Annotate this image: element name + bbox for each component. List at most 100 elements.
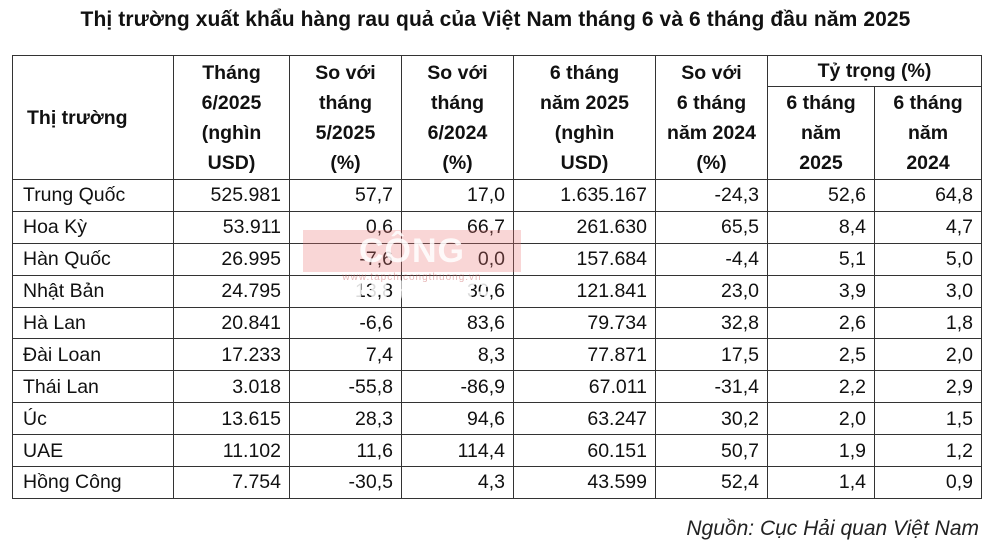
vs-may-2025-cell: -55,8 (289, 370, 402, 404)
june-2025-cell: 7.754 (173, 466, 290, 499)
share-2024-cell: 5,0 (873, 242, 983, 276)
market-cell: Hồng Công (12, 466, 174, 499)
share-2025-cell: 5,1 (767, 242, 875, 276)
market-cell: Trung Quốc (12, 179, 174, 212)
share-2024-cell: 2,0 (873, 338, 983, 372)
table-row: Hoa Kỳ 53.911 0,6 66,7 261.630 65,5 8,4 4,7 (12, 210, 983, 244)
market-cell: Hà Lan (12, 306, 174, 340)
june-2025-cell: 26.995 (173, 242, 290, 276)
june-2025-cell: 11.102 (173, 434, 290, 468)
share-2024-cell: 3,0 (873, 274, 983, 308)
vs-h1-2024-cell: 17,5 (655, 338, 768, 372)
share-2025-cell: 2,0 (767, 402, 875, 436)
table-row: Hàn Quốc 26.995 -7,6 0,0 157.684 -4,4 5,1 5,0 (12, 242, 983, 276)
share-2025-cell: 1,9 (767, 434, 875, 468)
vs-h1-2024-cell: 52,4 (655, 466, 768, 499)
market-cell: Hoa Kỳ (12, 210, 174, 244)
june-2025-cell: 17.233 (173, 338, 290, 372)
vs-h1-2024-cell: -31,4 (655, 370, 768, 404)
vs-h1-2024-cell: -4,4 (655, 242, 768, 276)
share-2025-cell: 2,6 (767, 306, 875, 340)
h1-2025-cell: 1.635.167 (513, 179, 656, 212)
june-2025-cell: 24.795 (173, 274, 290, 308)
share-2024-cell: 64,8 (873, 179, 983, 212)
table-row: Úc 13.615 28,3 94,6 63.247 30,2 2,0 1,5 (12, 402, 983, 436)
share-2024-header: 6 tháng năm 2024 (873, 86, 983, 180)
vs-june-2024-cell: -86,9 (401, 370, 514, 404)
market-header: Thị trường (12, 55, 174, 180)
share-2025-cell: 52,6 (767, 179, 875, 212)
vs-may-2025-cell: 0,6 (289, 210, 402, 244)
vs-may-2025-cell: -7,6 (289, 242, 402, 276)
share-2025-cell: 2,5 (767, 338, 875, 372)
share-2025-cell: 8,4 (767, 210, 875, 244)
share-2025-cell: 3,9 (767, 274, 875, 308)
vs-may-2025-cell: -6,6 (289, 306, 402, 340)
market-cell: Hàn Quốc (12, 242, 174, 276)
vs-may-2025-cell: -30,5 (289, 466, 402, 499)
vs-h1-2024-header: So với 6 tháng năm 2024 (%) (655, 55, 768, 180)
june-2025-cell: 525.981 (173, 179, 290, 212)
vs-h1-2024-cell: 65,5 (655, 210, 768, 244)
share-2024-cell: 1,2 (873, 434, 983, 468)
h1-2025-cell: 63.247 (513, 402, 656, 436)
table-row: Thái Lan 3.018 -55,8 -86,9 67.011 -31,4 2,2 2,9 (12, 370, 983, 404)
share-2024-cell: 1,8 (873, 306, 983, 340)
table-row: UAE 11.102 11,6 114,4 60.151 50,7 1,9 1,2 (12, 434, 983, 468)
table-row: Đài Loan 17.233 7,4 8,3 77.871 17,5 2,5 2,0 (12, 338, 983, 372)
vs-may-2025-cell: 28,3 (289, 402, 402, 436)
vs-may-2025-header: So với tháng 5/2025 (%) (289, 55, 402, 180)
h1-2025-cell: 77.871 (513, 338, 656, 372)
vs-h1-2024-cell: 30,2 (655, 402, 768, 436)
market-cell: Đài Loan (12, 338, 174, 372)
h1-2025-cell: 261.630 (513, 210, 656, 244)
market-cell: Úc (12, 402, 174, 436)
table-row: Nhật Bản 24.795 13,8 30,6 121.841 23,0 3,9 3,0 (12, 274, 983, 308)
share-2025-cell: 2,2 (767, 370, 875, 404)
vs-may-2025-cell: 7,4 (289, 338, 402, 372)
header-row-top: Thị trường Tháng 6/2025 (nghìn USD) So v… (12, 55, 983, 180)
vs-may-2025-cell: 57,7 (289, 179, 402, 212)
market-cell: UAE (12, 434, 174, 468)
vs-june-2024-cell: 8,3 (401, 338, 514, 372)
june-2025-cell: 3.018 (173, 370, 290, 404)
vs-may-2025-cell: 11,6 (289, 434, 402, 468)
h1-2025-cell: 67.011 (513, 370, 656, 404)
vs-june-2024-cell: 114,4 (401, 434, 514, 468)
vs-june-2024-cell: 4,3 (401, 466, 514, 499)
share-2024-cell: 2,9 (873, 370, 983, 404)
june-2025-header: Tháng 6/2025 (nghìn USD) (173, 55, 290, 180)
page-title: Thị trường xuất khẩu hàng rau quả của Vi… (80, 8, 911, 31)
share-2025-cell: 1,4 (767, 466, 875, 499)
h1-2025-cell: 43.599 (513, 466, 656, 499)
h1-2025-cell: 60.151 (513, 434, 656, 468)
vs-june-2024-cell: 94,6 (401, 402, 514, 436)
market-cell: Thái Lan (12, 370, 174, 404)
vs-h1-2024-cell: 32,8 (655, 306, 768, 340)
vs-may-2025-cell: 13,8 (289, 274, 402, 308)
vs-june-2024-header: So với tháng 6/2024 (%) (401, 55, 514, 180)
table-row: Hà Lan 20.841 -6,6 83,6 79.734 32,8 2,6 1,8 (12, 306, 983, 340)
vs-june-2024-cell: 83,6 (401, 306, 514, 340)
table-body: Trung Quốc 525.981 57,7 17,0 1.635.167 -24,3 5… (12, 179, 983, 499)
vs-june-2024-cell: 30,6 (401, 274, 514, 308)
vs-june-2024-cell: 17,0 (401, 179, 514, 212)
vs-june-2024-cell: 0,0 (401, 242, 514, 276)
june-2025-cell: 53.911 (173, 210, 290, 244)
header-row-bottom: 6 tháng năm 2025 6 tháng năm 2024 (13, 86, 983, 180)
june-2025-cell: 13.615 (173, 402, 290, 436)
h1-2025-cell: 121.841 (513, 274, 656, 308)
vs-june-2024-cell: 66,7 (401, 210, 514, 244)
h1-2025-cell: 157.684 (513, 242, 656, 276)
market-cell: Nhật Bản (12, 274, 174, 308)
vs-h1-2024-cell: 23,0 (655, 274, 768, 308)
vs-h1-2024-cell: -24,3 (655, 179, 768, 212)
share-2024-cell: 0,9 (873, 466, 983, 499)
h1-2025-cell: 79.734 (513, 306, 656, 340)
share-header: Tỷ trọng (%) (766, 55, 983, 87)
h1-2025-header: 6 tháng năm 2025 (nghìn USD) (513, 55, 656, 180)
table-row: Hồng Công 7.754 -30,5 4,3 43.599 52,4 1,4 0,9 (12, 466, 983, 499)
table-row: Trung Quốc 525.981 57,7 17,0 1.635.167 -24,3 5… (12, 179, 983, 212)
source-note: Nguồn: Cục Hải quan Việt Nam (686, 517, 979, 540)
share-2025-header: 6 tháng năm 2025 (767, 86, 875, 180)
